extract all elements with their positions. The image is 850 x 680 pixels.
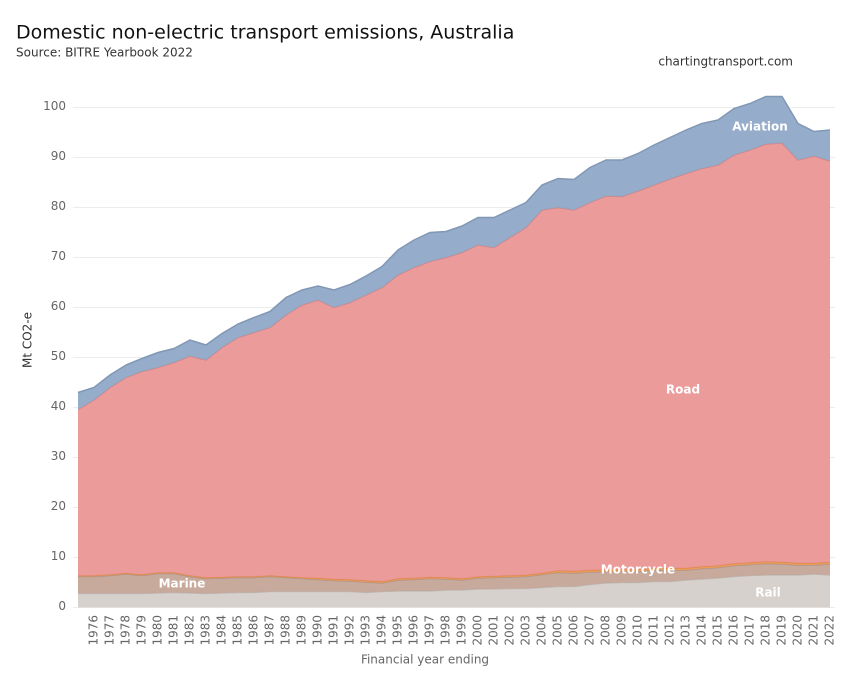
x-tick-label: 2009: [615, 615, 629, 646]
x-tick-label: 2000: [471, 615, 485, 646]
y-tick-label: 40: [51, 399, 66, 413]
x-tick-label: 1982: [183, 615, 197, 646]
y-tick-label: 20: [51, 499, 66, 513]
x-tick-label: 2007: [583, 615, 597, 646]
y-tick-label: 0: [58, 599, 66, 613]
x-tick-label: 2001: [487, 615, 501, 646]
series-label: Road: [666, 383, 700, 397]
series-label: Motorcycle: [601, 563, 675, 577]
x-tick-label: 1991: [327, 615, 341, 646]
x-tick-label: 2006: [567, 615, 581, 646]
x-tick-label: 2014: [695, 615, 709, 646]
x-tick-label: 1984: [215, 615, 229, 646]
x-tick-label: 2018: [759, 615, 773, 646]
x-tick-label: 2008: [599, 615, 613, 646]
x-tick-label: 2021: [807, 615, 821, 646]
x-tick-label: 1993: [359, 615, 373, 646]
series-label: Rail: [755, 586, 781, 600]
y-axis-title: Mt CO2-e: [21, 312, 35, 368]
x-tick-label: 1995: [391, 615, 405, 646]
chart-subtitle: Source: BITRE Yearbook 2022: [16, 46, 193, 60]
y-tick-label: 80: [51, 199, 66, 213]
x-tick-label: 2011: [647, 615, 661, 646]
x-tick-label: 1981: [167, 615, 181, 646]
x-tick-label: 2016: [727, 615, 741, 646]
x-tick-label: 2004: [535, 615, 549, 646]
x-tick-label: 1996: [407, 615, 421, 646]
x-tick-label: 2013: [679, 615, 693, 646]
x-axis-title: Financial year ending: [361, 653, 489, 667]
x-tick-label: 1989: [295, 615, 309, 646]
x-tick-label: 1994: [375, 615, 389, 646]
x-tick-label: 2002: [503, 615, 517, 646]
x-tick-label: 2020: [791, 615, 805, 646]
x-tick-label: 1987: [263, 615, 277, 646]
x-tick-label: 1977: [103, 615, 117, 646]
x-tick-label: 2003: [519, 615, 533, 646]
x-tick-label: 2015: [711, 615, 725, 646]
x-tick-label: 2019: [775, 615, 789, 646]
area: [78, 143, 830, 582]
x-tick-label: 1990: [311, 615, 325, 646]
chart-title: Domestic non-electric transport emission…: [16, 22, 514, 44]
x-tick-label: 2022: [823, 615, 837, 646]
y-tick-label: 60: [51, 299, 66, 313]
x-tick-label: 1992: [343, 615, 357, 646]
x-tick-label: 2010: [631, 615, 645, 646]
x-tick-label: 1988: [279, 615, 293, 646]
x-tick-label: 2012: [663, 615, 677, 646]
x-tick-label: 1998: [439, 615, 453, 646]
x-tick-label: 1980: [151, 615, 165, 646]
series-label: Marine: [159, 577, 206, 591]
y-tick-label: 90: [51, 149, 66, 163]
x-tick-label: 1985: [231, 615, 245, 646]
annotation: chartingtransport.com: [658, 55, 793, 69]
x-tick-label: 2017: [743, 615, 757, 646]
y-tick-label: 100: [43, 99, 66, 113]
x-tick-label: 1983: [199, 615, 213, 646]
area: [78, 96, 830, 410]
x-tick-label: 1999: [455, 615, 469, 646]
area: [78, 563, 830, 594]
x-tick-label: 1997: [423, 615, 437, 646]
area-edge: [77, 95, 831, 394]
x-tick-label: 1986: [247, 615, 261, 646]
y-tick-label: 30: [51, 449, 66, 463]
x-tick-label: 1979: [135, 615, 149, 646]
x-tick-label: 2005: [551, 615, 565, 646]
x-tick-label: 1978: [119, 615, 133, 646]
y-tick-label: 70: [51, 249, 66, 263]
series-label: Aviation: [732, 120, 788, 134]
x-tick-label: 1976: [87, 615, 101, 646]
y-tick-label: 10: [51, 549, 66, 563]
y-tick-label: 50: [51, 349, 66, 363]
